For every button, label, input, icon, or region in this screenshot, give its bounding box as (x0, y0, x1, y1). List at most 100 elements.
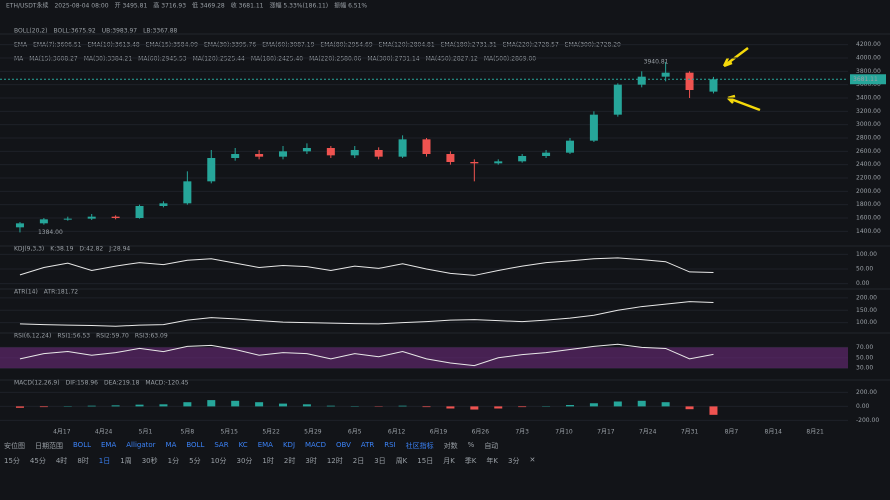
toolbar-button[interactable]: ✕ (529, 456, 536, 464)
toolbar-button[interactable]: 1时 (262, 457, 274, 465)
toolbar-button[interactable]: EMA (101, 441, 117, 449)
toolbar-button[interactable]: 30分 (236, 457, 253, 465)
legend-text: ATR(14) (14, 289, 38, 296)
y-tick-label: 1400.00 (856, 228, 881, 235)
histogram-bar (326, 405, 335, 407)
legend-text: MA (14, 56, 24, 63)
toolbar-button[interactable]: 15分 (4, 457, 20, 465)
histogram-bar (15, 406, 24, 408)
toolbar-button[interactable]: EMA (257, 441, 273, 449)
price-box (850, 74, 886, 85)
x-tick-label: 6月19 (430, 429, 448, 436)
toolbar-button[interactable]: 月K (443, 457, 455, 465)
toolbar-button[interactable]: 季K (464, 457, 477, 465)
toolbar-button[interactable]: SAR (214, 441, 229, 449)
toolbar-button[interactable]: 15日 (417, 457, 434, 465)
x-tick-label: 7月31 (681, 429, 699, 436)
toolbar-button[interactable]: 8时 (77, 457, 89, 465)
toolbar-button[interactable]: 4时 (55, 457, 68, 465)
legend-text: RSI(6,12,24) (14, 333, 51, 340)
toolbar-button[interactable]: KC (238, 441, 248, 449)
legend-text: MA(180):2425.40 (251, 56, 303, 63)
toolbar-button[interactable]: 30秒 (141, 457, 158, 465)
x-tick-label: 6月5 (348, 429, 362, 436)
y-tick-label: 3400.00 (856, 95, 881, 102)
y-tick-label: 2200.00 (856, 175, 881, 182)
legend-text: RSI2:59.70 (96, 333, 129, 340)
toolbar-button[interactable]: MA (165, 441, 177, 449)
toolbar-button[interactable]: 5分 (189, 457, 201, 465)
toolbar-button[interactable]: 自动 (484, 442, 499, 450)
toolbar-button[interactable]: MACD (305, 441, 326, 449)
toolbar-button[interactable]: 周K (395, 457, 408, 465)
legend-text: MACD(12,26,9) (14, 380, 60, 387)
indicator-line (19, 257, 714, 276)
histogram-bar (302, 404, 311, 407)
toolbar-button[interactable]: 对数 (443, 442, 458, 450)
chart: ETH/USDT永续 2025-08-04 08:00 开 3495.81 高 371… (0, 1, 890, 436)
toolbar-button[interactable]: 2时 (283, 457, 296, 465)
indicator-line (19, 343, 714, 367)
y-tick-label: -200.00 (856, 417, 879, 424)
toolbar-button[interactable]: Alligator (126, 441, 156, 449)
x-tick-label: 4月17 (53, 429, 71, 436)
toolbar-button[interactable]: OBV (336, 441, 351, 449)
toolbar-button[interactable]: 2日 (352, 457, 365, 465)
toolbar-button[interactable]: % (467, 441, 475, 449)
toolbar-button[interactable]: 3日 (374, 457, 386, 465)
y-tick-label: 200.00 (856, 294, 877, 301)
toolbar: 安位图 日期范围 BOLL EMA Alligator MA BOLL SAR KC EMA KDJ… (4, 441, 498, 451)
y-tick-label: 2400.00 (856, 161, 881, 168)
high-label: 3940.81 (644, 58, 669, 65)
y-tick-label: 3000.00 (856, 121, 881, 128)
histogram-bar (613, 401, 622, 407)
histogram-bar (183, 402, 192, 407)
y-tick-label: 4200.00 (856, 41, 881, 48)
toolbar-button[interactable]: 日期范围 (35, 442, 63, 450)
x-tick-label: 7月3 (515, 429, 529, 436)
y-tick-label: 200.00 (856, 389, 877, 396)
x-tick-label: 4月24 (95, 429, 113, 436)
toolbar-button[interactable]: ATR (360, 441, 375, 449)
toolbar-button[interactable]: KDJ (282, 441, 296, 449)
toolbar-button[interactable]: BOLL (73, 441, 91, 449)
y-tick-label: 2800.00 (856, 135, 881, 142)
histogram-bar (207, 400, 216, 407)
legend-text: ETH/USDT永续 (6, 2, 48, 10)
toolbar-button[interactable]: 1周 (120, 457, 132, 465)
toolbar-button[interactable]: BOLL (186, 441, 205, 449)
legend-text: D:42.82 (79, 246, 103, 253)
histogram-bar (518, 406, 527, 408)
interval-bar: 15分 45分 4时 8时 1日 1周 30秒 1分 5分 10分 30分 1时 2时 3时 12时 2日 3日… (4, 456, 535, 466)
legend-text: 高 3716.93 (153, 2, 186, 10)
arrow (722, 47, 749, 68)
x-tick-label: 7月24 (639, 429, 657, 436)
toolbar-button[interactable]: 10分 (210, 457, 227, 465)
candle-body (398, 139, 407, 157)
toolbar-button[interactable]: 社区指标 (405, 442, 434, 450)
low-label: 1384.00 (38, 229, 63, 236)
toolbar-button[interactable]: 45分 (29, 457, 46, 465)
legend-text: LB:3367.88 (143, 28, 177, 35)
toolbar-button[interactable]: 1日 (98, 457, 111, 465)
toolbar-button[interactable]: 安位图 (4, 442, 25, 450)
toolbar-button[interactable]: RSI (384, 441, 396, 449)
candle-body (494, 161, 503, 164)
legend-text: MA(220):2580.06 (309, 56, 361, 63)
indicator-line (19, 301, 714, 327)
price-label: 3681.11 (853, 76, 878, 83)
toolbar-button[interactable]: 12时 (326, 457, 343, 465)
toolbar-button[interactable]: 年K (486, 457, 498, 465)
candle-body (15, 223, 24, 228)
toolbar-button[interactable]: 1分 (167, 457, 180, 465)
histogram-bar (39, 406, 48, 408)
candle-body (63, 218, 72, 220)
toolbar-button[interactable]: 3分 (507, 457, 520, 465)
x-tick-label: 7月10 (555, 429, 573, 436)
histogram-bar (637, 400, 646, 407)
histogram-bar (159, 404, 168, 407)
candle-body (374, 150, 383, 157)
toolbar-button[interactable]: 3时 (305, 457, 317, 465)
candle-body (207, 158, 216, 182)
